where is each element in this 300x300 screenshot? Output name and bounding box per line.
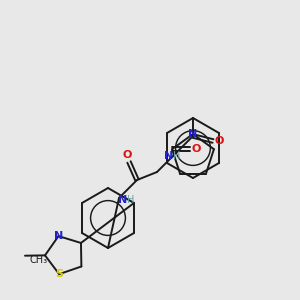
Text: H: H [127, 195, 135, 205]
Text: S: S [55, 269, 63, 279]
Text: N: N [164, 151, 174, 161]
Text: N: N [188, 129, 198, 139]
Text: H: H [173, 151, 181, 161]
Text: O: O [191, 144, 201, 154]
Text: O: O [122, 150, 132, 160]
Text: CH₃: CH₃ [29, 255, 47, 265]
Text: O: O [214, 136, 224, 146]
Text: N: N [54, 231, 63, 241]
Text: N: N [118, 195, 127, 205]
